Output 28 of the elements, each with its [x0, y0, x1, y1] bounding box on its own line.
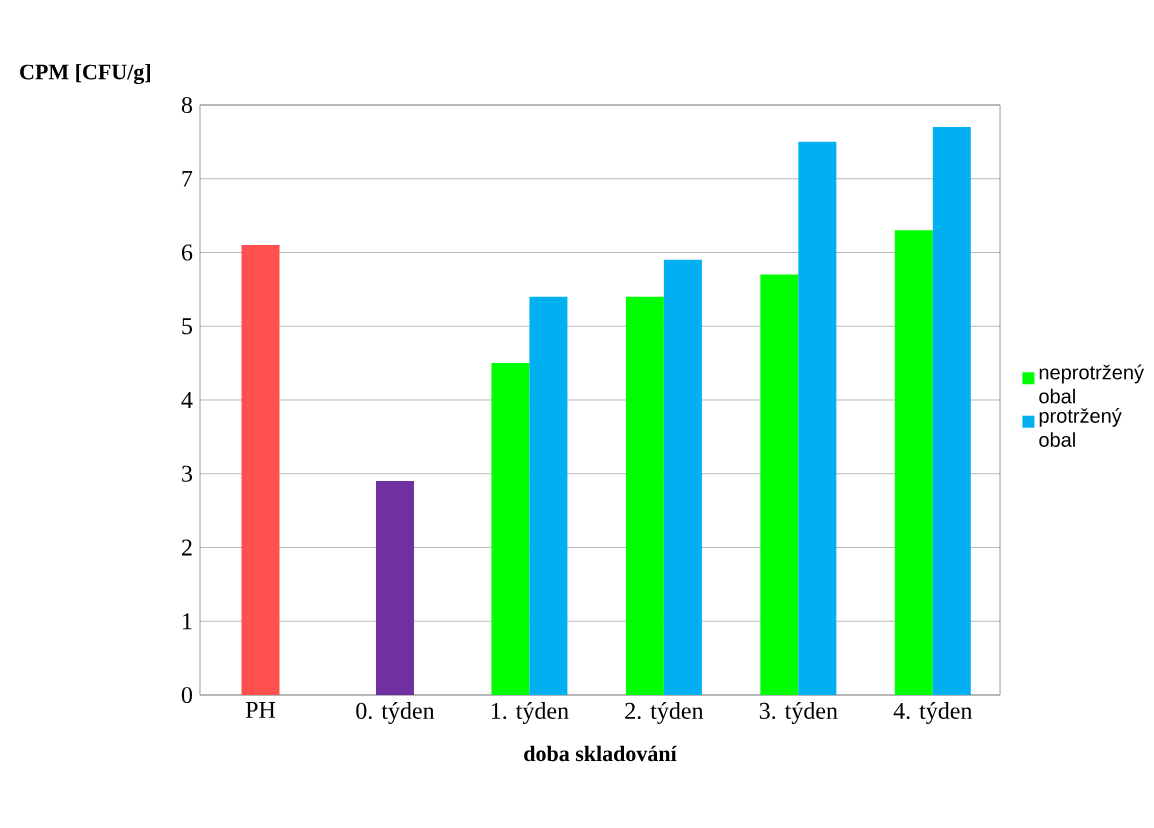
legend-label: protržený obal — [1039, 407, 1122, 447]
bar — [375, 481, 414, 695]
y-tick-label: 4 — [181, 392, 193, 408]
bar — [932, 127, 971, 695]
bar — [894, 230, 933, 695]
x-tick-label: 3. týden — [759, 702, 838, 724]
x-axis-title: doba skladování — [524, 745, 677, 762]
bar — [241, 245, 280, 695]
x-tick-label: 0. týden — [356, 702, 435, 724]
y-tick-label: 3 — [182, 465, 193, 482]
y-tick-label: 2 — [182, 539, 192, 556]
bar — [491, 363, 530, 695]
y-tick-label: 7 — [182, 170, 193, 187]
bar — [529, 296, 568, 695]
y-tick-label: 1 — [183, 613, 192, 630]
y-tick-label: 5 — [182, 318, 193, 335]
y-tick-label: 8 — [181, 96, 193, 114]
bar — [798, 141, 837, 695]
x-tick-label: 2. týden — [625, 702, 704, 724]
bar — [663, 259, 702, 695]
x-tick-label: 1. týden — [491, 702, 569, 724]
x-tick-label: PH — [245, 702, 276, 718]
y-tick-label: 6 — [181, 244, 193, 261]
y-axis-title: CPM [CFU/g] — [20, 63, 150, 85]
y-tick-label: 0 — [181, 686, 193, 704]
bar — [625, 296, 664, 695]
bar — [760, 274, 799, 695]
x-tick-label: 4. týden — [893, 702, 973, 724]
